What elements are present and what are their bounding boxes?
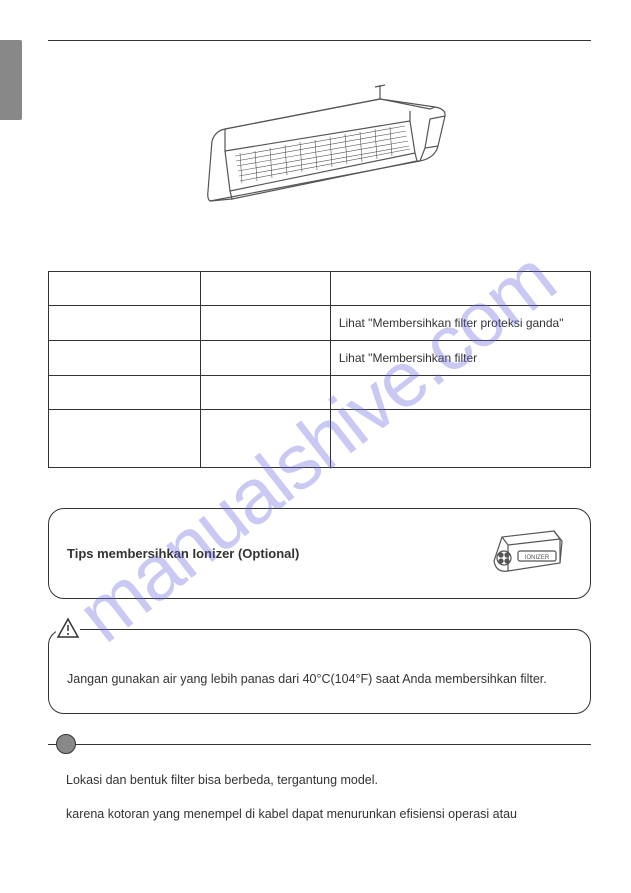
- note-icon: [56, 734, 76, 754]
- warning-icon: [56, 617, 80, 641]
- cell: [49, 410, 201, 468]
- cell: [49, 376, 201, 410]
- cell: [330, 376, 590, 410]
- cell: [200, 272, 330, 306]
- cell: [49, 341, 201, 376]
- cell: [330, 272, 590, 306]
- warning-container: Jangan gunakan air yang lebih panas dari…: [48, 629, 591, 714]
- table-row: Lihat "Membersihkan filter: [49, 341, 591, 376]
- svg-text:IONIZER: IONIZER: [525, 555, 550, 561]
- ionizer-icon: IONIZER: [482, 523, 572, 584]
- cell: [200, 410, 330, 468]
- cell: [200, 306, 330, 341]
- note-line: karena kotoran yang menempel di kabel da…: [66, 803, 573, 826]
- table-row: [49, 272, 591, 306]
- maintenance-table: Lihat "Membersihkan filter proteksi gand…: [48, 271, 591, 468]
- table-row: [49, 410, 591, 468]
- cell: Lihat "Membersihkan filter proteksi gand…: [330, 306, 590, 341]
- side-tab: [0, 40, 22, 120]
- ac-unit-illustration: [48, 71, 591, 251]
- cell: [49, 272, 201, 306]
- cell: [330, 410, 590, 468]
- note-container: Lokasi dan bentuk filter bisa berbeda, t…: [48, 744, 591, 848]
- top-divider: [48, 40, 591, 41]
- note-box: Lokasi dan bentuk filter bisa berbeda, t…: [48, 744, 591, 848]
- note-line: Lokasi dan bentuk filter bisa berbeda, t…: [66, 769, 573, 792]
- cell: Lihat "Membersihkan filter: [330, 341, 590, 376]
- table-row: Lihat "Membersihkan filter proteksi gand…: [49, 306, 591, 341]
- warning-box: Jangan gunakan air yang lebih panas dari…: [48, 629, 591, 714]
- cell: [200, 341, 330, 376]
- page-content: Lihat "Membersihkan filter proteksi gand…: [0, 0, 631, 878]
- warning-text: Jangan gunakan air yang lebih panas dari…: [67, 672, 547, 686]
- tips-box: Tips membersihkan Ionizer (Optional) ION…: [48, 508, 591, 599]
- cell: [200, 376, 330, 410]
- cell: [49, 306, 201, 341]
- tips-title: Tips membersihkan Ionizer (Optional): [67, 546, 299, 561]
- table-row: [49, 376, 591, 410]
